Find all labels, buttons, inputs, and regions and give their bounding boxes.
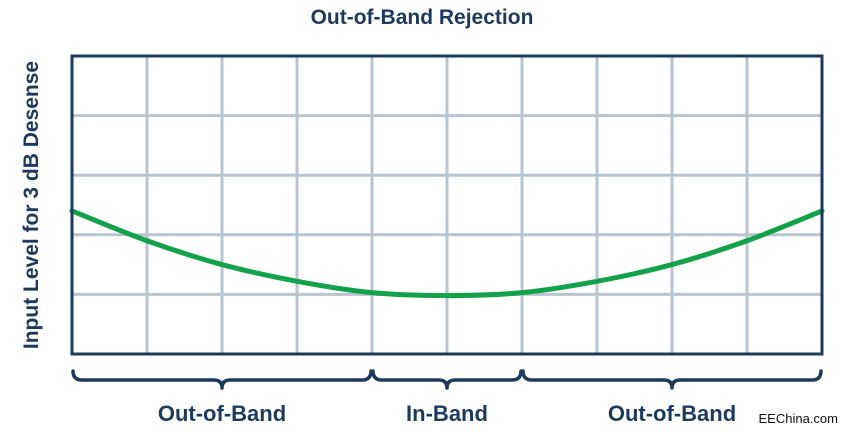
region-braces — [71, 369, 823, 390]
grid-lines — [72, 56, 822, 354]
chart-title: Out-of-Band Rejection — [310, 6, 534, 29]
region-label: Out-of-Band — [607, 401, 737, 426]
curve-layer — [69, 208, 825, 299]
region-label: Out-of-Band — [157, 401, 287, 426]
region-label: In-Band — [406, 401, 488, 426]
plot-frame — [70, 54, 824, 356]
region-brace — [71, 369, 373, 390]
region-brace — [521, 369, 823, 390]
watermark: EEChina.com — [758, 411, 838, 426]
rejection-curve — [69, 208, 825, 299]
region-brace — [371, 369, 523, 390]
